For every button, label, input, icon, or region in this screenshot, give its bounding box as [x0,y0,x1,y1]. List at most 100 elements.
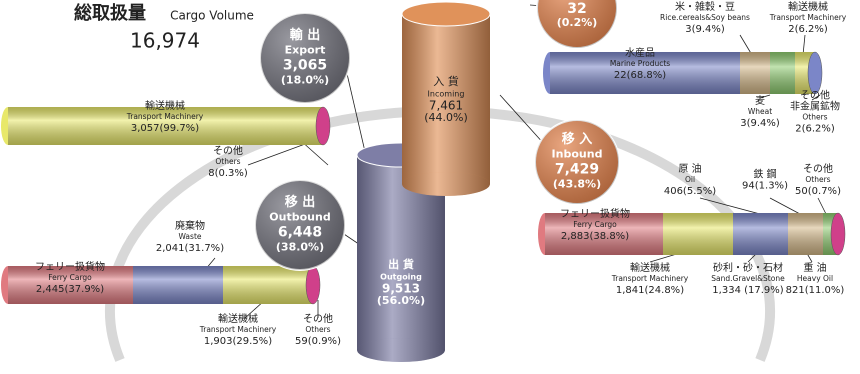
label: 輸 出 [290,27,321,43]
cylinder-cap [830,212,846,256]
label: Others [802,113,827,122]
label: Ferry Cargo [573,220,617,229]
label: 輸送機械 [630,261,670,274]
total: 16,974 [130,29,200,53]
label: 3(9.4%) [685,24,725,35]
label: Outbound [269,211,330,224]
label: 廃棄物 [175,219,205,232]
label: 9,513 [382,282,420,296]
label: フェリー扱貨物 [560,207,630,220]
connector [499,94,546,146]
label: 94(1.3%) [742,181,788,192]
label: Sand.Gravel&Stone [711,274,785,283]
label: 水産品 [625,46,655,59]
label: 50(0.7%) [795,186,841,197]
title: 総取扱量 [74,2,146,24]
label: 2,883(38.8%) [561,231,629,242]
label: 2,041(31.7%) [156,243,224,254]
label: 1,841(24.8%) [616,285,684,296]
circle-shade [260,13,350,103]
cylinder-shade [550,52,815,94]
label: Ferry Cargo [48,273,92,282]
label: (43.8%) [553,178,601,191]
label: Oil [685,175,695,184]
label: 3,057(99.7%) [131,123,199,134]
label: 22(68.8%) [614,70,666,81]
label: 32 [567,1,586,17]
label: Rice.cereals&Soy beans [660,13,750,22]
label: 59(0.9%) [295,336,341,347]
label: Transport Machinery [611,274,689,283]
cylinder-cap [305,265,321,305]
label: 3(9.4%) [740,118,780,129]
label: その他 [303,312,333,325]
circle-shade [537,0,617,48]
subtitle: Cargo Volume [170,9,254,23]
label: 821(11.0%) [786,285,845,296]
label: 移 入 [562,131,593,147]
label: Outgoing [380,273,422,282]
cylinder-shade [545,213,838,255]
label: 2(6.2%) [795,124,835,135]
label: 406(5.5%) [664,186,716,197]
label: Import [556,0,598,1]
label: 1,903(29.5%) [204,336,272,347]
cylinder-top [401,1,491,27]
cylinder-bottom-shade [402,172,490,196]
label: Transport Machinery [199,325,277,334]
label: 2(6.2%) [788,24,828,35]
label: 原 油 [678,162,701,175]
label: 出 貨 [388,257,414,271]
label: Heavy Oil [797,274,833,283]
label: その他 [803,162,833,175]
label: 重 油 [803,261,826,274]
label: (18.0%) [281,74,329,87]
label: Transport Machinery [769,13,847,22]
shapes [1,0,846,362]
circle-shade [255,180,345,270]
label: 非金属鉱物 [790,100,840,113]
label: 米・雑穀・豆 [675,0,735,13]
label: Inbound [552,148,603,161]
connector [739,34,753,56]
label: 7,429 [555,162,599,178]
label: (56.0%) [377,294,425,307]
cylinder-shade [8,107,323,145]
label: (0.2%) [557,16,598,29]
label: 2,445(37.9%) [36,284,104,295]
label: Wheat [748,107,772,116]
label: 1,334 (17.9%) [712,285,783,296]
label: 輸送機械 [788,0,828,13]
label: 7,461 [429,99,463,113]
label: Others [305,325,330,334]
label: 鉄 鋼 [753,168,776,181]
label: (44.0%) [424,111,468,124]
cylinder-cap [807,51,823,95]
label: 砂利・砂・石材 [713,261,783,274]
label: 8(0.3%) [208,168,248,179]
label: フェリー扱貨物 [35,260,105,273]
label: 移 出 [285,194,316,210]
cylinder-shade [402,14,490,184]
label: Others [215,157,240,166]
label: Waste [179,232,202,241]
circle-shade [535,120,619,204]
label: その他 [800,89,830,102]
label: Incoming [428,90,465,99]
label: 輸送機械 [218,312,258,325]
label: Marine Products [610,59,670,68]
label: 3,065 [283,58,327,74]
connector [811,94,821,101]
connector [759,94,771,99]
connector [802,34,806,56]
label: 入 貨 [433,74,459,88]
label: その他 [213,144,243,157]
cylinder-cap [315,106,331,146]
cylinder-bottom-shade [357,338,445,362]
label: Export [285,44,326,57]
label: 麦 [755,95,765,107]
label: 6,448 [278,225,322,241]
label: (38.0%) [276,241,324,254]
